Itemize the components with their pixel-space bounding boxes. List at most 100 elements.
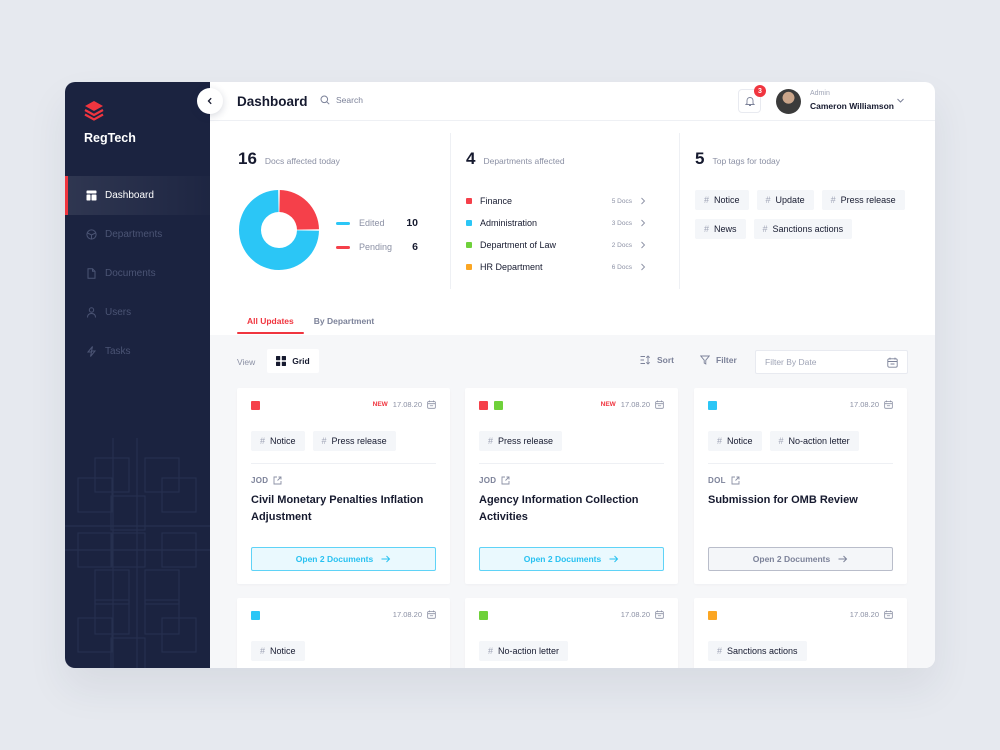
tag-label: Notice [270,436,296,446]
chevron-right-icon [641,263,646,271]
search-box[interactable]: Search [320,95,363,105]
calendar-icon[interactable] [887,357,898,368]
sidebar-item-dashboard[interactable]: Dashboard [65,176,210,215]
notifications-button[interactable]: 3 [738,85,766,113]
department-row-hr[interactable]: HR Department 6 Docs [466,256,646,278]
user-icon [86,307,97,318]
open-documents-button[interactable]: Open 2 Documents [479,547,664,571]
calendar-icon [655,400,664,409]
sidebar-item-tasks[interactable]: Tasks [65,332,210,371]
hash-icon: # [260,436,266,446]
source-link[interactable]: DOL [708,476,740,485]
date-filter-input[interactable] [765,357,875,367]
tag-sanctions-actions[interactable]: # Sanctions actions [708,641,807,661]
card-tags: # Notice # Press release [251,431,396,451]
tab-all-updates[interactable]: All Updates [237,312,304,334]
department-color-marker [494,401,503,410]
tag-no-action-letter[interactable]: # No-action letter [769,431,859,451]
source-link[interactable]: JOD [251,476,282,485]
grid-icon [276,356,287,366]
arrow-right-icon [609,555,619,563]
legend-value: 10 [406,217,418,229]
date-filter-field[interactable] [755,350,908,374]
filter-button[interactable]: Filter [700,355,737,365]
department-color-marker [479,401,488,410]
cube-icon [86,229,97,240]
card-date: 17.08.20 [392,610,422,619]
tag-notice[interactable]: # Notice [251,641,305,661]
tab-by-department[interactable]: By Department [313,316,375,326]
card-tags: # No-action letter [479,641,569,661]
brand-name: RegTech [84,131,136,145]
button-label: Open 2 Documents [295,554,374,564]
sidebar-item-label: Tasks [105,346,131,357]
tag-update[interactable]: # Update [756,190,814,210]
department-markers [708,401,717,410]
sort-button[interactable]: Sort [640,355,674,365]
docs-affected-card: 16 Docs affected today Edited 10 Pending… [238,122,450,302]
hash-icon: # [765,195,771,205]
sidebar-nav: Dashboard Departments Documents Users [65,176,210,371]
external-link-icon [501,476,510,485]
user-role: Admin [810,90,830,97]
source-link[interactable]: JOD [479,476,510,485]
card-tags: # Notice # No-action letter [708,431,859,451]
tag-press-release[interactable]: # Press release [821,190,905,210]
department-row-finance[interactable]: Finance 5 Docs [466,190,646,212]
divider [479,463,664,464]
chevron-right-icon [641,197,646,205]
top-header: Dashboard Search 3 Admin Cameron William… [210,82,935,121]
docs-label: Docs affected today [264,156,340,166]
tag-press-release[interactable]: # Press release [479,431,563,451]
updates-content: View Grid Sort Filter NEW 17.08.20 [210,335,935,668]
new-badge: NEW [600,401,616,408]
department-row-law[interactable]: Department of Law 2 Docs [466,234,646,256]
divider [450,133,451,289]
tag-notice[interactable]: # Notice [251,431,305,451]
chevron-down-icon[interactable] [896,96,905,105]
sidebar-item-documents[interactable]: Documents [65,254,210,293]
sidebar-item-users[interactable]: Users [65,293,210,332]
tags-count: 5 [695,149,705,168]
legend-label: Edited [359,218,385,228]
hash-icon: # [762,224,768,234]
source-label: JOD [479,476,497,485]
tag-notice[interactable]: # Notice [695,190,749,210]
department-color-marker [708,611,717,620]
update-card: NEW 17.08.20 # Press release JOD Agency I… [465,388,678,584]
department-row-administration[interactable]: Administration 3 Docs [466,212,646,234]
collapse-sidebar-button[interactable] [197,88,223,114]
update-card: 17.08.20 # Notice [237,598,450,668]
department-color-marker [251,611,260,620]
tag-sanctions-actions[interactable]: # Sanctions actions [753,219,853,239]
department-color-marker [479,611,488,620]
update-card: 17.08.20 # No-action letter [465,598,678,668]
open-documents-button[interactable]: Open 2 Documents [251,547,436,571]
card-date: 17.08.20 [849,610,879,619]
logo-icon [84,101,104,121]
avatar[interactable] [776,89,801,114]
open-documents-button[interactable]: Open 2 Documents [708,547,893,571]
tag-notice[interactable]: # Notice [708,431,762,451]
card-meta: 17.08.20 [393,610,436,619]
department-doc-count: 3 Docs [611,219,632,227]
search-input[interactable]: Search [336,95,363,105]
update-card: 17.08.20 # Sanctions actions [694,598,907,668]
chevron-right-icon [641,219,646,227]
hash-icon: # [260,646,266,656]
tag-no-action-letter[interactable]: # No-action letter [479,641,569,661]
user-name: Cameron Williamson [810,101,894,111]
tag-news[interactable]: # News [695,219,746,239]
tag-press-release[interactable]: # Press release [312,431,396,451]
top-tags-card: 5 Top tags for today # Notice # Update # Pr… [695,122,925,302]
sidebar-item-departments[interactable]: Departments [65,215,210,254]
docs-count: 16 [238,149,257,168]
department-name: Administration [480,218,538,228]
grid-view-button[interactable]: Grid [267,349,319,373]
hash-icon: # [778,436,784,446]
tag-label: Update [775,195,805,205]
external-link-icon [273,476,282,485]
hash-icon: # [717,436,723,446]
sort-icon [640,355,651,365]
stats-panel: 16 Docs affected today Edited 10 Pending… [210,122,935,302]
